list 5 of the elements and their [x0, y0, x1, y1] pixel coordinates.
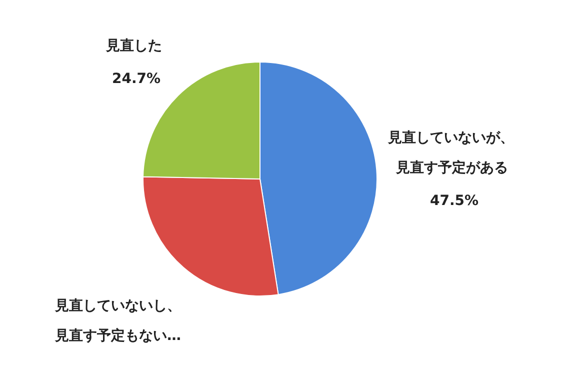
- data-label: 47.5%: [430, 193, 479, 209]
- slice-label: 見直していないが、見直す予定がある: [387, 130, 514, 176]
- slice-label: 見直していないし、見直す予定もない…: [54, 298, 181, 344]
- slice-label: 見直した: [105, 38, 162, 54]
- data-label: 24.7%: [112, 71, 161, 87]
